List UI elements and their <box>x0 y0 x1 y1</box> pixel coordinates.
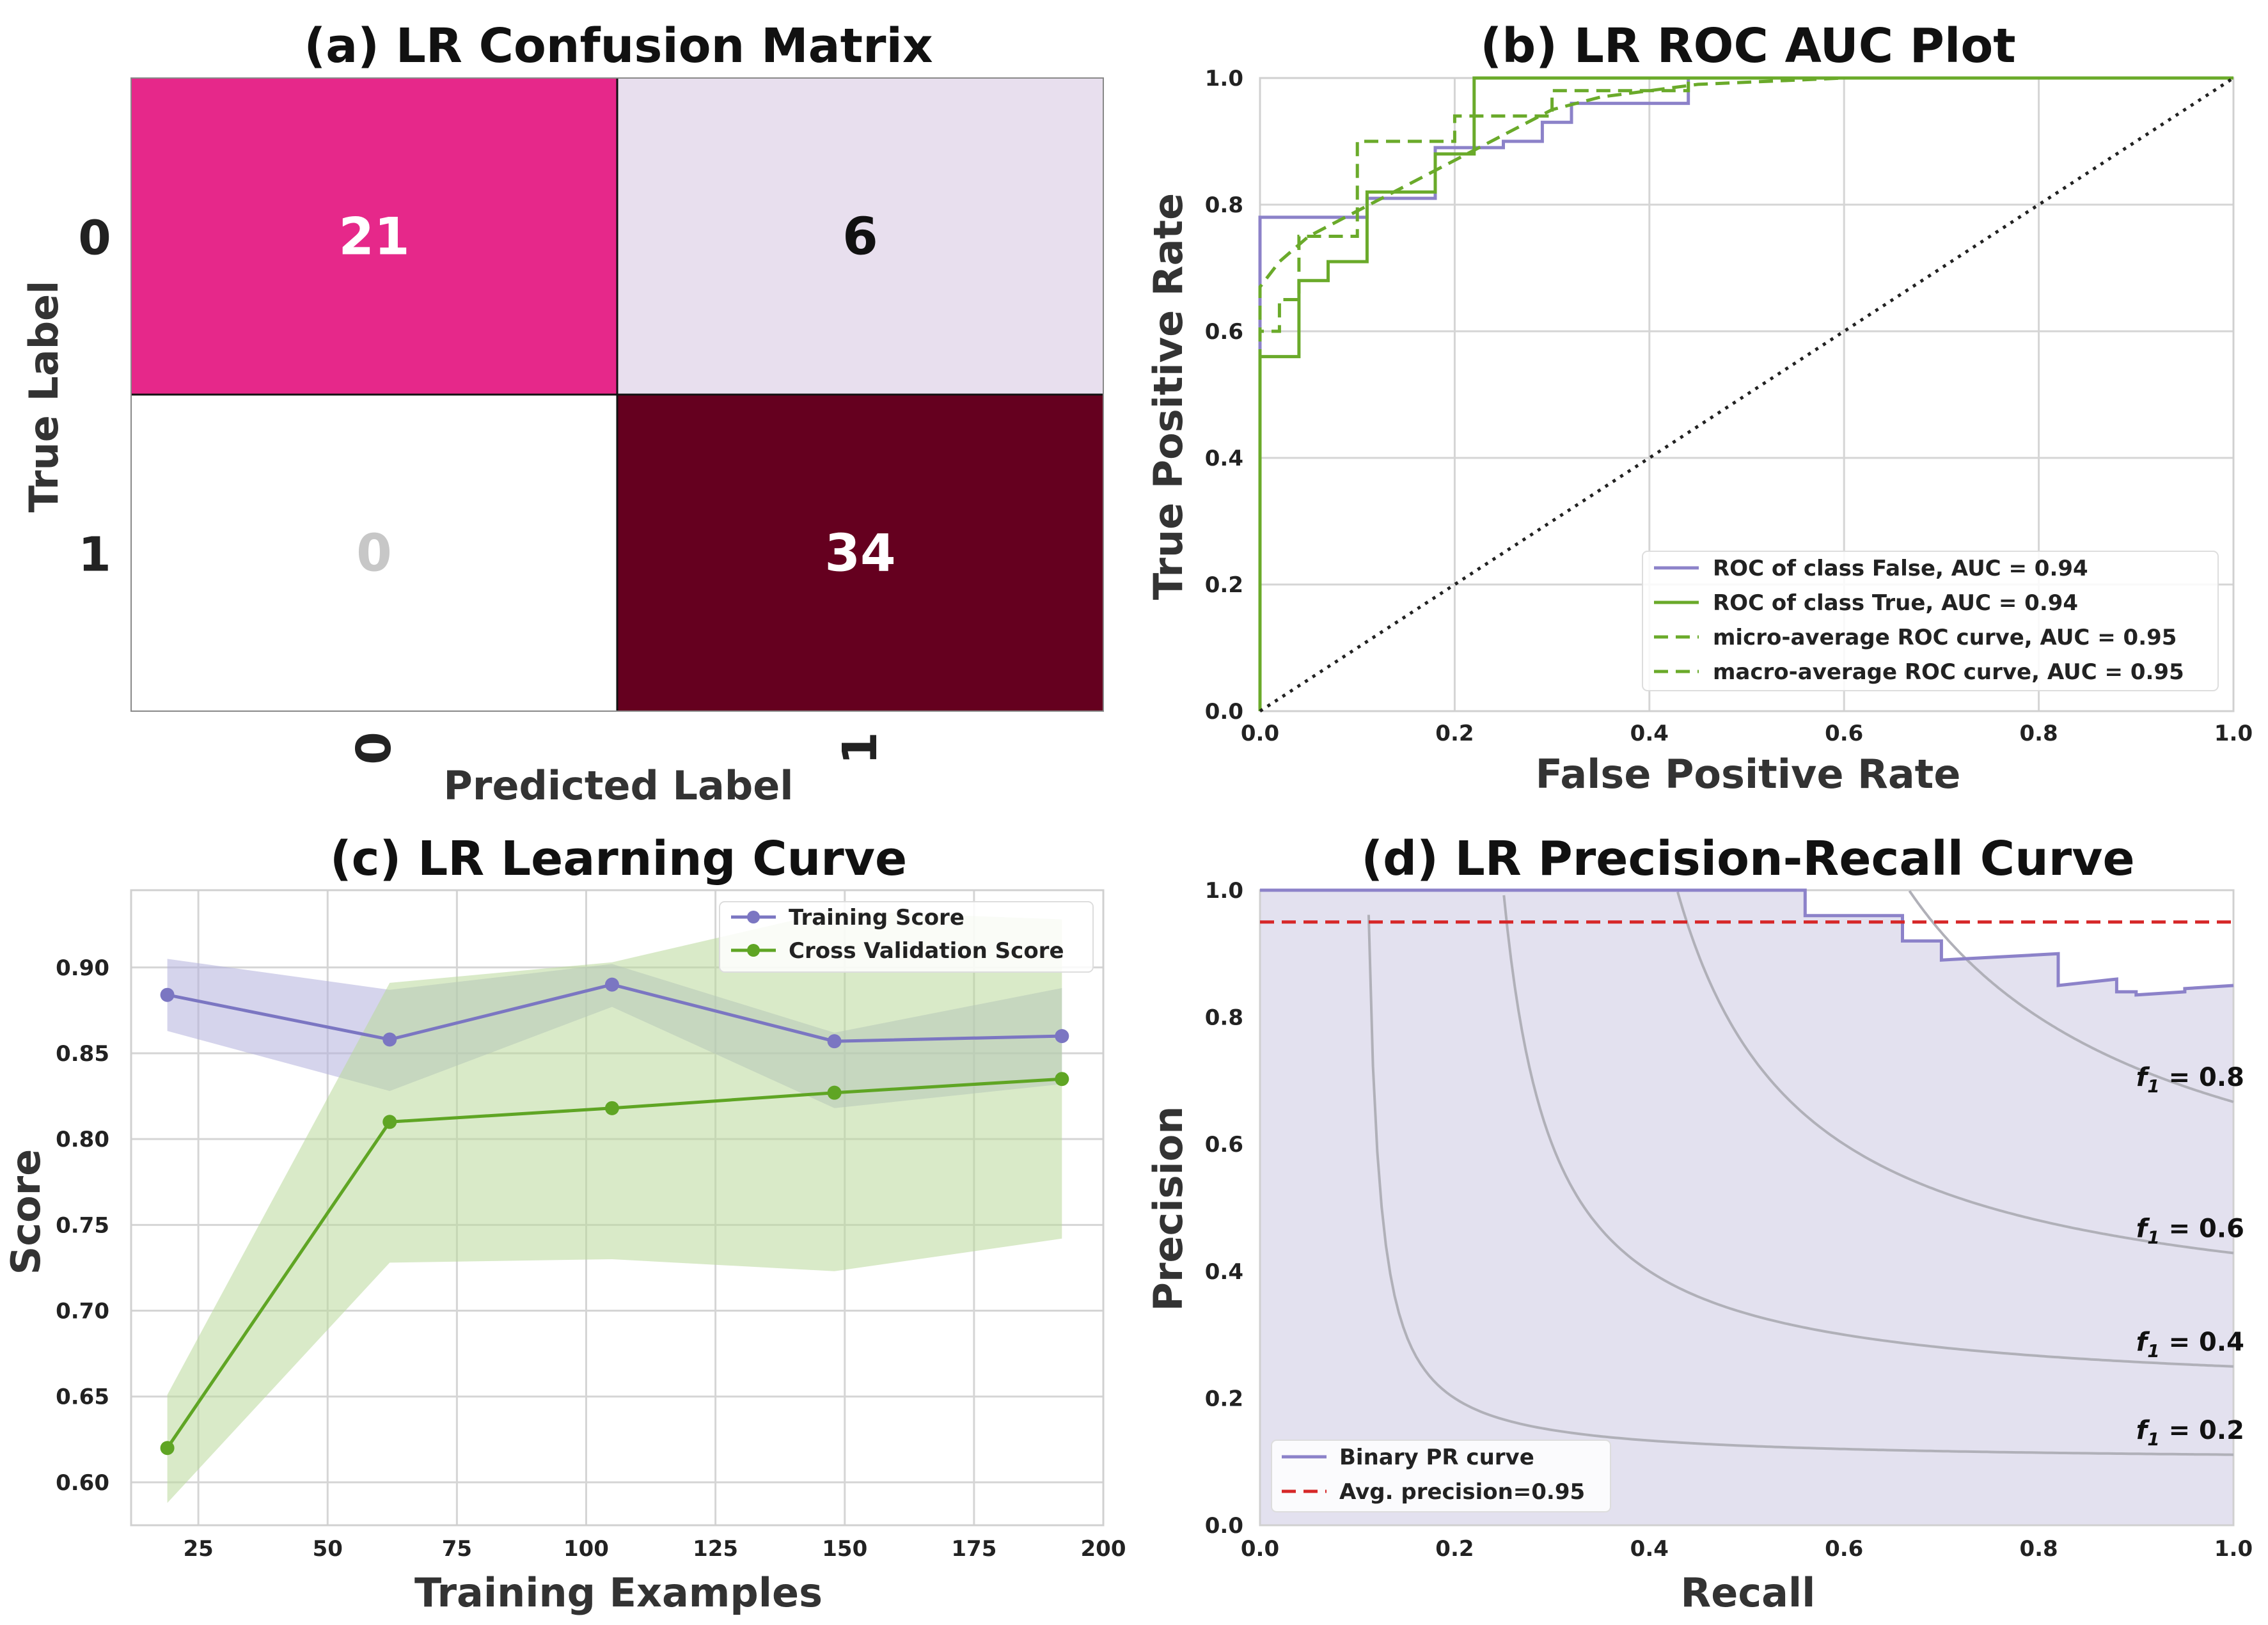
learning-x-tick: 100 <box>563 1536 609 1562</box>
matrix-cell-value: 34 <box>824 524 895 583</box>
learning-point <box>605 978 619 992</box>
roc-x-tick: 0.8 <box>2019 721 2058 746</box>
iso-f1-label-value: = 0.6 <box>2160 1214 2244 1244</box>
roc-legend-label: micro-average ROC curve, AUC = 0.95 <box>1713 625 2177 650</box>
learning-y-tick: 0.70 <box>56 1299 109 1324</box>
roc-y-tick: 0.4 <box>1205 446 1243 471</box>
matrix-x-tick: 0 <box>347 732 402 765</box>
matrix-y-tick: 0 <box>78 211 111 266</box>
learning-x-tick: 50 <box>313 1536 343 1562</box>
learning-x-tick: 25 <box>183 1536 213 1562</box>
roc-x-tick: 1.0 <box>2214 721 2253 746</box>
learning-legend: Training Score Cross Validation Score <box>720 902 1093 972</box>
iso-f1-label-value: = 0.4 <box>2160 1328 2244 1357</box>
learning-curve-title: (c) LR Learning Curve <box>330 831 907 886</box>
matrix-cell-value: 21 <box>338 207 409 267</box>
pr-legend-label: Binary PR curve <box>1339 1445 1534 1470</box>
learning-point <box>828 1034 842 1048</box>
learning-y-tick: 0.60 <box>56 1470 109 1496</box>
learning-y-tick: 0.80 <box>56 1127 109 1152</box>
confusion-matrix-panel: (a) LR Confusion Matrix 21 6 0 34 0 1 0 1 Pred… <box>20 19 1103 809</box>
pr-area <box>1260 890 2233 1525</box>
iso-f1-label-subscript: 1 <box>2147 1429 2159 1450</box>
pr-x-tick: 0.6 <box>1825 1536 1863 1562</box>
learning-curve-xlabel: Training Examples <box>414 1569 823 1616</box>
learning-x-tick: 75 <box>442 1536 472 1562</box>
iso-f1-label-subscript: 1 <box>2147 1340 2159 1362</box>
roc-legend-label: macro-average ROC curve, AUC = 0.95 <box>1713 659 2184 685</box>
iso-f1-label-value: = 0.8 <box>2160 1063 2244 1092</box>
pr-y-tick: 0.4 <box>1205 1259 1243 1285</box>
roc-x-tick: 0.2 <box>1435 721 1474 746</box>
learning-point <box>161 988 175 1002</box>
learning-y-tick: 0.75 <box>56 1213 109 1238</box>
matrix-y-tick: 1 <box>78 528 111 583</box>
pr-y-tick: 0.0 <box>1205 1513 1243 1539</box>
learning-legend-marker <box>747 944 760 957</box>
learning-x-tick: 175 <box>951 1536 996 1562</box>
confusion-matrix-xlabel: Predicted Label <box>443 762 793 809</box>
pr-x-tick: 1.0 <box>2214 1536 2253 1562</box>
learning-y-tick: 0.85 <box>56 1041 109 1067</box>
roc-legend-label: ROC of class True, AUC = 0.94 <box>1713 590 2078 616</box>
pr-y-tick: 0.6 <box>1205 1132 1243 1158</box>
pr-legend: Binary PR curve Avg. precision=0.95 <box>1272 1440 1610 1512</box>
roc-y-tick: 0.8 <box>1205 192 1243 218</box>
matrix-cell-value: 6 <box>842 207 878 267</box>
learning-legend-label: Training Score <box>789 905 965 930</box>
matrix-x-tick: 1 <box>833 732 888 765</box>
learning-curve-ylabel: Score <box>3 1149 49 1275</box>
confusion-matrix-ylabel: True Label <box>20 281 67 513</box>
iso-f1-label-subscript: 1 <box>2147 1076 2159 1097</box>
roc-x-tick: 0.6 <box>1825 721 1863 746</box>
roc-y-tick: 0.6 <box>1205 319 1243 345</box>
matrix-cell-value: 0 <box>356 524 392 583</box>
roc-y-tick: 0.2 <box>1205 572 1243 598</box>
roc-legend: ROC of class False, AUC = 0.94 ROC of cla… <box>1642 551 2218 691</box>
pr-x-tick: 0.0 <box>1241 1536 1279 1562</box>
confusion-matrix-title: (a) LR Confusion Matrix <box>304 19 933 74</box>
pr-x-tick: 0.2 <box>1435 1536 1474 1562</box>
learning-legend-marker <box>747 911 760 923</box>
learning-x-tick: 200 <box>1081 1536 1126 1562</box>
pr-legend-label: Avg. precision=0.95 <box>1339 1479 1585 1505</box>
roc-y-tick: 1.0 <box>1205 66 1243 91</box>
figure: (a) LR Confusion Matrix 21 6 0 34 0 1 0 1 Pred… <box>0 0 2268 1625</box>
pr-x-tick: 0.4 <box>1630 1536 1669 1562</box>
roc-x-tick: 0.0 <box>1241 721 1279 746</box>
roc-x-tick: 0.4 <box>1630 721 1669 746</box>
roc-y-tick: 0.0 <box>1205 699 1243 725</box>
learning-point <box>828 1086 842 1100</box>
learning-y-tick: 0.90 <box>56 955 109 981</box>
learning-legend-label: Cross Validation Score <box>789 938 1064 964</box>
learning-point <box>1055 1072 1069 1086</box>
iso-f1-label-subscript: 1 <box>2147 1227 2159 1248</box>
learning-x-tick: 125 <box>693 1536 738 1562</box>
iso-f1-label-value: = 0.2 <box>2160 1416 2244 1445</box>
learning-point <box>605 1101 619 1115</box>
pr-y-tick: 1.0 <box>1205 878 1243 904</box>
roc-xlabel: False Positive Rate <box>1536 751 1961 797</box>
learning-x-tick: 150 <box>822 1536 867 1562</box>
roc-ylabel: True Positive Rate <box>1145 193 1192 600</box>
precision-recall-ylabel: Precision <box>1145 1106 1192 1312</box>
pr-x-tick: 0.8 <box>2019 1536 2058 1562</box>
learning-point <box>1055 1029 1069 1043</box>
learning-point <box>382 1032 397 1046</box>
pr-y-tick: 0.2 <box>1205 1386 1243 1411</box>
roc-title: (b) LR ROC AUC Plot <box>1480 19 2015 74</box>
precision-recall-xlabel: Recall <box>1681 1569 1816 1616</box>
learning-y-tick: 0.65 <box>56 1385 109 1410</box>
precision-recall-title: (d) LR Precision-Recall Curve <box>1361 831 2134 886</box>
learning-point <box>382 1115 397 1129</box>
learning-point <box>161 1441 175 1455</box>
pr-y-tick: 0.8 <box>1205 1005 1243 1031</box>
roc-legend-label: ROC of class False, AUC = 0.94 <box>1713 556 2088 581</box>
